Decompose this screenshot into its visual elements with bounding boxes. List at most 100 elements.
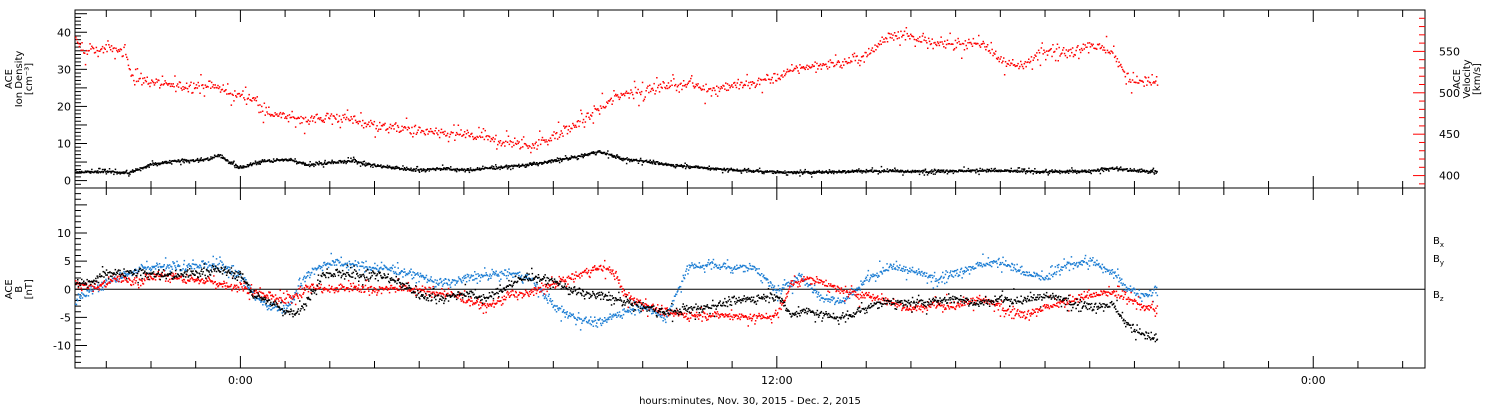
velocity-point [667,82,670,84]
velocity-point [860,60,862,62]
density-point [628,158,630,160]
b-y-point [292,297,295,300]
velocity-point [310,116,312,119]
b-y-point [706,265,708,268]
b-y-point [272,302,275,304]
b-y-point [690,264,692,267]
velocity-point [114,57,116,60]
density-point [169,162,172,164]
velocity-point [1149,82,1152,84]
velocity-point [346,109,349,111]
b-y-point [811,287,813,289]
density-point [617,155,619,158]
b-y-point [445,278,447,280]
b-y-point [1058,270,1061,272]
density-point [326,163,328,165]
density-point [558,161,561,164]
velocity-point [676,86,679,88]
b-y-point [683,276,685,279]
b-y-point [799,274,802,277]
density-point [455,169,457,172]
b-y-point [540,289,542,291]
density-point [913,171,915,173]
velocity-point [955,46,958,49]
density-point [1071,167,1073,169]
b-y-point [773,285,776,287]
density-point [303,162,305,164]
b-y-point [639,305,642,308]
b-y-point [743,264,745,267]
velocity-point [461,135,463,137]
velocity-point [750,84,753,86]
b-y-point [817,293,819,295]
velocity-point [263,102,266,104]
velocity-point [206,85,208,88]
density-point [79,171,81,173]
velocity-point [440,128,443,131]
velocity-point [478,126,480,129]
velocity-point [460,129,462,131]
b-y-point [555,305,557,307]
velocity-point [904,39,907,41]
b-y-point [334,261,336,263]
density-point [653,163,656,165]
velocity-point [354,119,357,122]
velocity-point [87,50,89,52]
density-point [103,168,105,171]
density-point [871,167,874,169]
b-y-point [889,265,891,268]
density-point [894,167,896,169]
density-point [495,166,498,168]
b-y-point [173,262,176,264]
velocity-point [319,118,321,121]
density-point [410,167,412,169]
b-y-point [773,286,775,289]
velocity-point [666,85,668,87]
b-y-point [337,259,340,262]
density-point [112,170,114,172]
velocity-point [738,88,740,90]
velocity-point [525,144,528,146]
density-point [312,164,314,166]
b-y-point [406,273,409,276]
density-point [250,164,253,167]
density-point [139,169,142,172]
density-point [724,169,726,171]
velocity-point [1128,80,1130,83]
density-point [825,170,827,172]
b-y-point [1095,263,1097,265]
velocity-point [100,48,103,50]
velocity-point [611,103,613,105]
b-y-point [887,269,890,272]
b-y-point [628,306,631,309]
b-y-point [848,297,851,299]
b-y-point [466,273,469,276]
velocity-point [633,80,636,83]
velocity-point [221,88,224,91]
velocity-point [1046,54,1049,56]
density-point [842,170,844,172]
b-y-point [160,266,162,269]
velocity-point [1079,49,1081,51]
velocity-point [360,112,362,114]
b-y-point [492,273,494,275]
density-point [859,171,862,173]
b-y-point [107,277,110,279]
b-y-point [812,291,815,294]
velocity-point [704,102,706,105]
b-y-point [952,276,955,278]
b-y-point [782,284,784,286]
density-point [674,165,676,168]
velocity-point [158,79,160,82]
density-point [752,169,754,172]
b-y-point [1068,261,1070,264]
velocity-point [858,59,860,62]
velocity-point [812,65,815,68]
density-point [186,161,188,163]
velocity-point [533,147,536,149]
density-point [491,165,493,167]
b-y-point [159,265,161,268]
b-y-point [508,272,511,274]
b-y-point [128,273,130,276]
velocity-point [655,90,657,92]
